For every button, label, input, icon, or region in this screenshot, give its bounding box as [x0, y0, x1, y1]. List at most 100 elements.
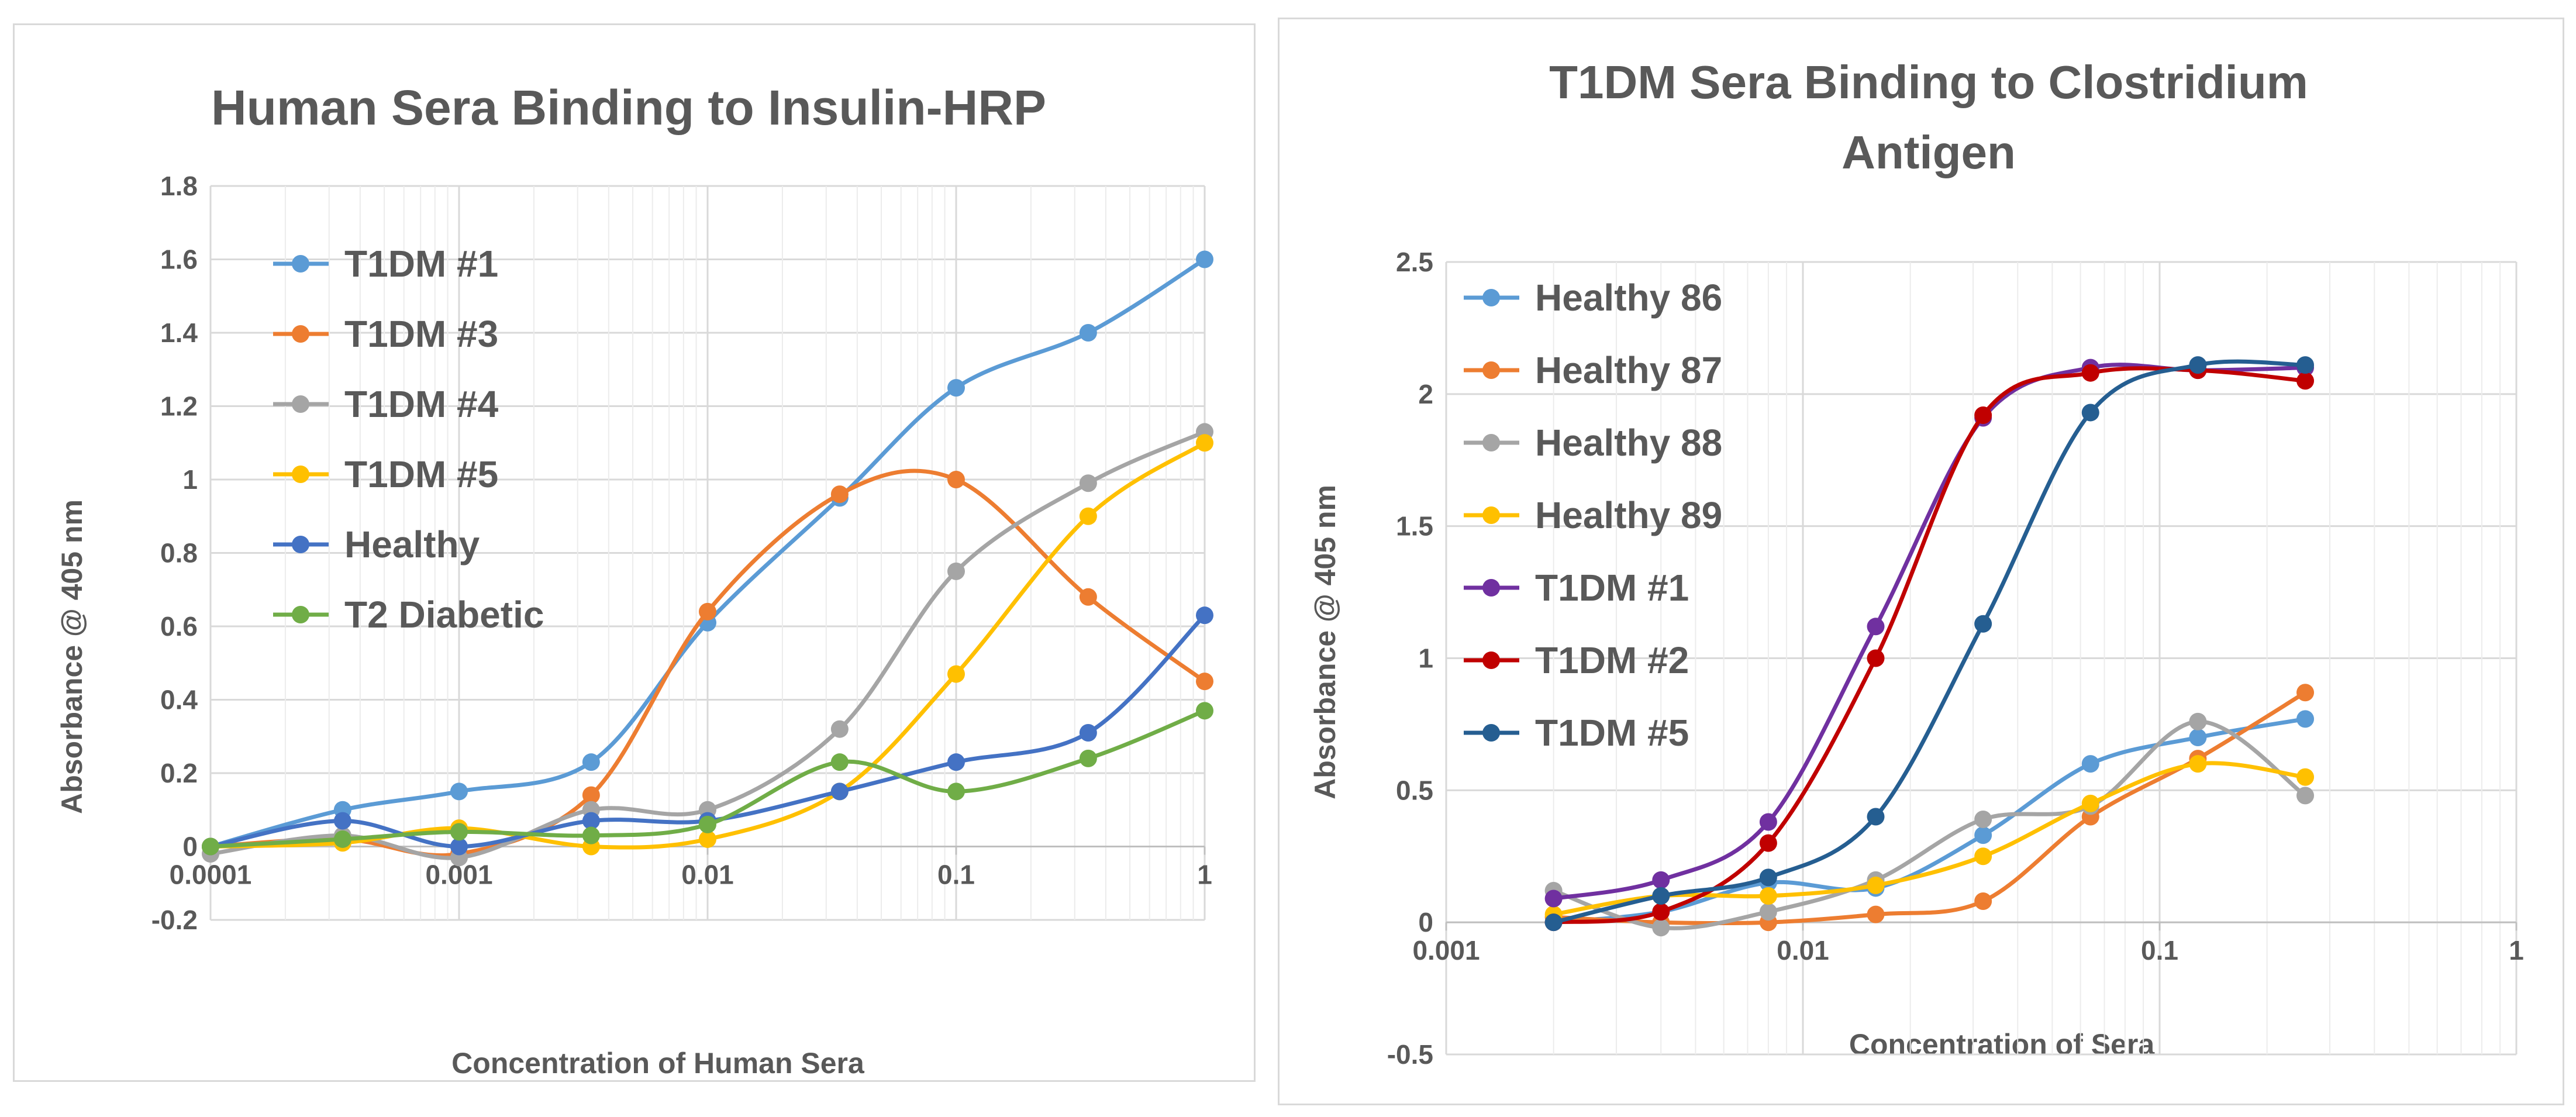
- data-point: [1652, 887, 1670, 905]
- legend-marker: [292, 606, 309, 623]
- legend-item: T1DM #2: [1464, 639, 1689, 681]
- legend-label: T1DM #1: [1535, 567, 1689, 609]
- legend-label: T1DM #1: [344, 243, 498, 285]
- chart-clostridium-antigen: T1DM Sera Binding to Clostridium Antigen…: [1309, 56, 2524, 1070]
- data-point: [1544, 890, 1563, 908]
- legend-item: T1DM #5: [273, 453, 498, 495]
- series-line: [1551, 716, 2308, 925]
- legend-label: Healthy: [344, 523, 480, 566]
- x-tick-label: 0.1: [937, 860, 975, 890]
- series-line: [208, 429, 1207, 860]
- x-axis-label: Concentration of Human Sera: [451, 1047, 865, 1080]
- series-line: [1551, 359, 2308, 925]
- y-tick-label: 1.8: [160, 171, 198, 201]
- x-tick-label: 1: [2509, 935, 2524, 966]
- legend-marker: [292, 395, 309, 413]
- data-point: [1079, 324, 1097, 342]
- legend-item: T1DM #3: [273, 313, 498, 355]
- legend: Healthy 86 Healthy 87 Healthy 88 Healthy 89…: [1464, 277, 1722, 754]
- data-point: [582, 812, 600, 830]
- legend-marker: [292, 325, 309, 343]
- legend-marker: [292, 536, 309, 553]
- y-axis-label: Absorbance @ 405 nm: [1309, 485, 1342, 799]
- data-point: [947, 562, 965, 580]
- y-tick-label: -0.5: [1387, 1039, 1433, 1070]
- data-point: [1079, 749, 1097, 767]
- data-point: [1196, 702, 1213, 720]
- y-tick-label: 1.6: [160, 244, 198, 275]
- x-tick-label: 0.001: [1412, 935, 1480, 966]
- data-point: [2081, 755, 2099, 773]
- data-point: [2296, 684, 2315, 702]
- legend-label: Healthy 87: [1535, 349, 1722, 391]
- data-point: [830, 782, 849, 801]
- y-tick-label: 0.4: [160, 685, 198, 715]
- y-tick-label: 1.5: [1396, 511, 1433, 542]
- data-point: [1759, 903, 1777, 921]
- data-point: [1974, 892, 1992, 911]
- data-point: [830, 720, 849, 738]
- legend-marker: [1482, 651, 1500, 669]
- data-point: [1196, 606, 1213, 625]
- data-point: [1079, 723, 1097, 742]
- data-point: [1974, 615, 1992, 633]
- legend-label: T1DM #4: [344, 383, 499, 425]
- legend-item: T1DM #5: [1464, 712, 1689, 754]
- data-point: [2296, 372, 2315, 390]
- data-point: [1079, 588, 1097, 606]
- data-point: [947, 379, 965, 397]
- legend-label: Healthy 88: [1535, 422, 1722, 464]
- data-point: [1652, 871, 1670, 889]
- x-axis-label: Concentration of Sera: [1849, 1028, 2155, 1061]
- y-tick-label: 0: [1418, 907, 1433, 937]
- y-tick-label: -0.2: [151, 905, 198, 935]
- data-point: [2081, 794, 2099, 812]
- data-point: [699, 602, 716, 620]
- legend-marker: [292, 466, 309, 483]
- legend: T1DM #1 T1DM #3 T1DM #4 T1DM #5 Healthy T2 Di…: [273, 243, 544, 636]
- data-point: [333, 830, 351, 848]
- data-point: [1196, 250, 1213, 268]
- data-point: [333, 812, 351, 830]
- legend-item: Healthy 89: [1464, 494, 1722, 536]
- legend-item: T1DM #4: [273, 383, 499, 425]
- data-point: [2189, 712, 2207, 730]
- data-point: [2081, 404, 2099, 422]
- data-point: [947, 753, 965, 771]
- data-point: [2296, 787, 2315, 805]
- series-healthy-88: [1544, 712, 2315, 937]
- data-point: [2296, 710, 2315, 728]
- data-point: [699, 830, 716, 848]
- data-point: [1974, 826, 1992, 844]
- legend-marker: [1482, 579, 1500, 597]
- data-point: [1759, 813, 1777, 831]
- legend-label: Healthy 86: [1535, 277, 1722, 319]
- data-point: [1867, 905, 1885, 923]
- data-point: [1974, 811, 1992, 829]
- y-tick-label: 1: [182, 464, 198, 495]
- data-point: [2189, 729, 2207, 746]
- data-point: [450, 782, 468, 801]
- legend-item: T1DM #1: [1464, 567, 1689, 609]
- series-line: [1551, 366, 2308, 925]
- data-point: [2296, 356, 2315, 374]
- data-point: [2189, 356, 2207, 374]
- data-point: [1867, 618, 1885, 636]
- chart-insulin-hrp: Human Sera Binding to Insulin-HRP Absorb…: [56, 80, 1213, 1080]
- data-point: [582, 826, 600, 844]
- chart-panel-insulin: Human Sera Binding to Insulin-HRP Absorb…: [13, 23, 1256, 1082]
- y-axis-label: Absorbance @ 405 nm: [56, 499, 88, 814]
- y-tick-label: 1.4: [160, 318, 198, 348]
- y-tick-label: 1.2: [160, 391, 198, 422]
- legend-marker: [1482, 289, 1500, 306]
- legend-item: T2 Diabetic: [273, 594, 544, 636]
- data-point: [830, 753, 849, 771]
- legend-marker: [1482, 361, 1500, 379]
- data-point: [2189, 755, 2207, 773]
- x-tick-label: 0.01: [1777, 935, 1829, 966]
- y-tick-label: 2: [1418, 379, 1433, 409]
- data-point: [1759, 868, 1777, 887]
- data-point: [1196, 434, 1213, 452]
- legend-label: T1DM #5: [344, 453, 498, 495]
- data-point: [1652, 919, 1670, 937]
